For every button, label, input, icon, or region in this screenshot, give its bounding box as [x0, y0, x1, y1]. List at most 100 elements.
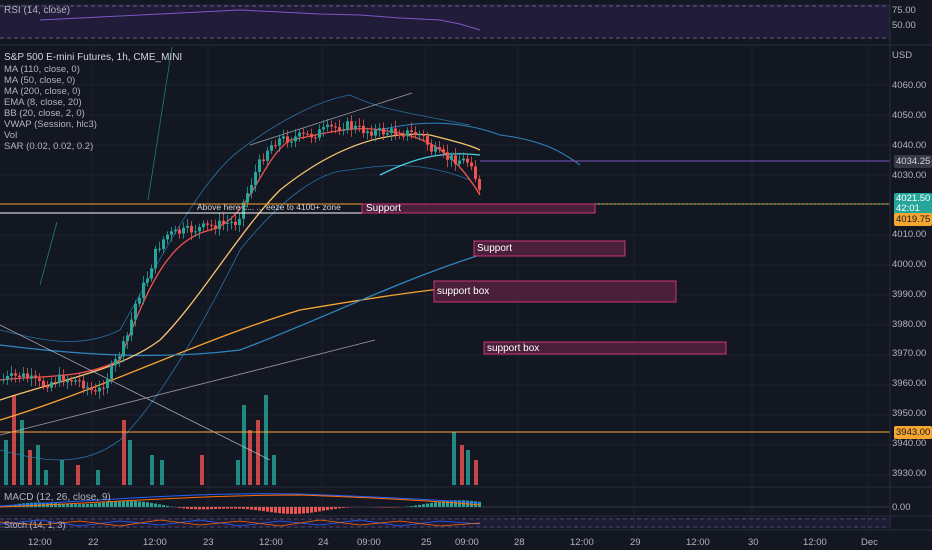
candle-body	[198, 226, 201, 232]
price-tick: 4050.00	[892, 110, 927, 121]
candle-body	[242, 202, 245, 219]
candle-body	[134, 303, 137, 320]
indicator-bb[interactable]: BB (20, close, 2, 0)	[4, 108, 85, 119]
candle-body	[54, 381, 57, 383]
candle-body	[370, 131, 373, 136]
macd-histogram-bar	[106, 502, 109, 507]
candle-body	[378, 128, 381, 130]
price-tick: 3980.00	[892, 319, 927, 330]
macd-histogram-bar	[134, 501, 137, 507]
candle-body	[42, 380, 45, 387]
indicator-ma50[interactable]: MA (50, close, 0)	[4, 75, 76, 86]
support-box-4	[483, 341, 727, 355]
rsi-level-50: 50.00	[892, 20, 916, 31]
time-tick: 12:00	[686, 537, 710, 548]
macd-histogram-bar	[294, 507, 297, 514]
candle-body	[450, 155, 453, 160]
indicator-vwap[interactable]: VWAP (Session, hlc3)	[4, 119, 97, 130]
indicator-ema[interactable]: EMA (8, close, 20)	[4, 97, 82, 108]
price-tick: 4000.00	[892, 259, 927, 270]
candle-body	[58, 374, 61, 383]
candle-body	[286, 136, 289, 143]
macd-histogram-bar	[414, 505, 417, 507]
macd-histogram-bar	[274, 507, 277, 513]
candle-body	[282, 136, 285, 139]
time-tick: 25	[421, 537, 432, 548]
support-boxes[interactable]	[361, 203, 727, 355]
symbol-title[interactable]: S&P 500 E-mini Futures, 1h, CME_MINI	[4, 52, 183, 63]
indicator-ma200[interactable]: MA (200, close, 0)	[4, 86, 81, 97]
macd-histogram-bar	[150, 502, 153, 507]
candle-body	[174, 229, 177, 232]
support-box-2-label[interactable]: Support	[477, 243, 513, 254]
candle-body	[22, 373, 25, 378]
support-box-4-label[interactable]: support box	[487, 343, 540, 354]
candle-body	[102, 387, 105, 389]
candle-body	[74, 380, 77, 382]
macd-histogram-bar	[314, 507, 317, 513]
vwap-line	[379, 153, 481, 176]
macd-histogram-bar	[158, 504, 161, 507]
candle-body	[442, 149, 445, 153]
candle-body	[70, 380, 73, 382]
rsi-title[interactable]: RSI (14, close)	[4, 5, 71, 16]
macd-histogram-bar	[138, 501, 141, 507]
macd-histogram-bar	[194, 507, 197, 510]
macd-histogram-bar	[142, 501, 145, 507]
support-box-1-label[interactable]: Support	[366, 203, 402, 214]
macd-histogram-bar	[126, 500, 129, 507]
macd-histogram-bar	[34, 502, 37, 507]
candle-body	[234, 221, 237, 226]
indicator-ma110[interactable]: MA (110, close, 0)	[4, 64, 80, 75]
macd-histogram-bar	[446, 500, 449, 507]
chart-note[interactable]: Above here c... ... eeze to 4100+ zone	[197, 202, 341, 212]
time-tick: 12:00	[570, 537, 594, 548]
candle-body	[162, 239, 165, 249]
macd-histogram-bar	[478, 501, 481, 507]
candle-body	[406, 130, 409, 137]
candle-body	[178, 229, 181, 234]
candle-body	[374, 129, 377, 136]
rsi-pane	[0, 0, 890, 42]
candle-body	[50, 381, 53, 388]
stoch-title[interactable]: Stoch (14, 1, 3)	[4, 520, 66, 530]
macd-histogram-bar	[306, 507, 309, 514]
time-tick: 12:00	[803, 537, 827, 548]
candle-body	[294, 136, 297, 142]
macd-histogram-bar	[186, 507, 189, 509]
macd-histogram-bar	[254, 507, 257, 511]
last-price-tag: 4021.50 42:01	[894, 193, 932, 215]
price-tick: 3970.00	[892, 348, 927, 359]
price-tick: 3990.00	[892, 289, 927, 300]
macd-histogram-bar	[70, 504, 73, 507]
macd-histogram-bar	[26, 502, 29, 507]
macd-histogram-bar	[310, 507, 313, 513]
candle-body	[94, 390, 97, 392]
support-box-3-label[interactable]: support box	[437, 286, 490, 297]
candle-body	[118, 356, 121, 360]
indicator-sar[interactable]: SAR (0.02, 0.02, 0.2)	[4, 141, 94, 152]
ema-line	[0, 127, 481, 381]
macd-histogram-bar	[270, 507, 273, 513]
macd-histogram-bar	[30, 502, 33, 507]
macd-title[interactable]: MACD (12, 26, close, 9)	[4, 492, 111, 503]
candle-body	[458, 160, 461, 165]
macd-histogram-bar	[410, 506, 413, 507]
time-tick: Dec	[861, 537, 878, 548]
indicator-legend: MA (110, close, 0) MA (50, close, 0) MA …	[4, 64, 97, 152]
candle-body	[302, 132, 305, 134]
candle-body	[226, 222, 229, 224]
indicator-vol[interactable]: Vol	[4, 130, 18, 141]
candle-body	[462, 158, 465, 161]
macd-histogram-bar	[390, 507, 393, 508]
candle-body	[138, 297, 141, 304]
candle-body	[238, 218, 241, 226]
support-box-1	[361, 203, 596, 214]
macd-histogram-bar	[326, 507, 329, 511]
price-tick: 3950.00	[892, 408, 927, 419]
macd-histogram-bar	[218, 507, 221, 509]
candle-body	[154, 248, 157, 269]
price-tag-3943: 3943.00	[894, 426, 932, 439]
candle-body	[426, 136, 429, 145]
